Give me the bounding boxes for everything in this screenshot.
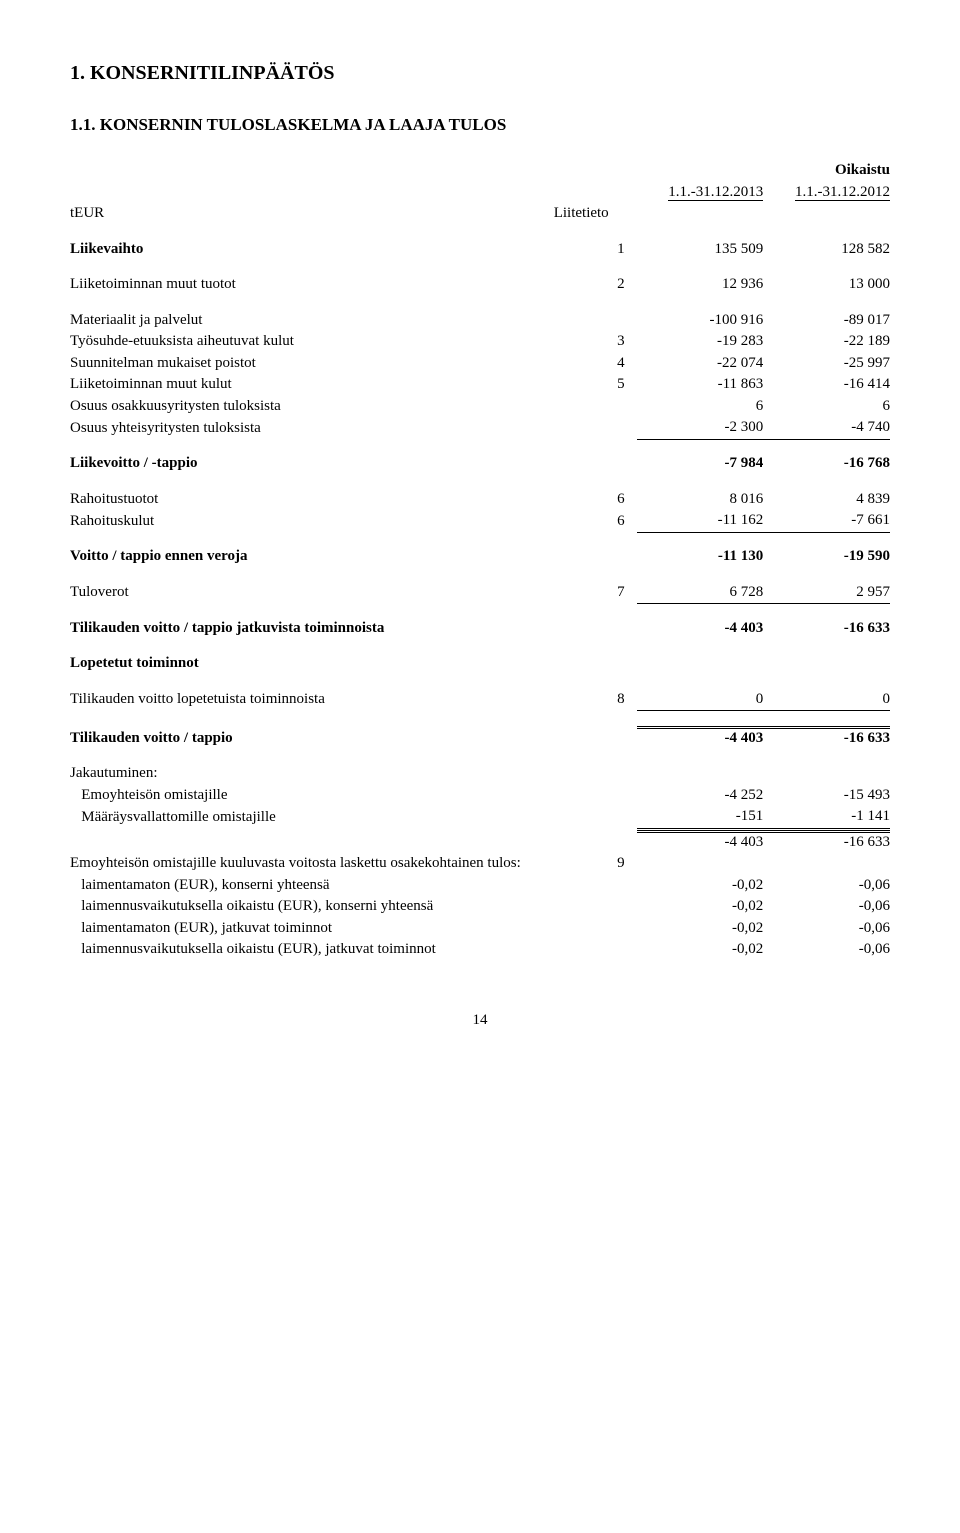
row-materiaalit-v1: -100 916 [637, 310, 764, 332]
row-emo-omistajille-label: Emoyhteisön omistajille [70, 785, 554, 807]
row-suunnitelman-v1: -22 074 [637, 353, 764, 375]
row-liik-muut-kulut-label: Liiketoiminnan muut kulut [70, 374, 554, 396]
row-emo-omistajille-v1: -4 252 [637, 785, 764, 807]
row-osuus-yhteis-v1: -2 300 [637, 417, 764, 439]
row-tilikauden-jatk-note [554, 618, 637, 640]
row-tuloverot-v2: 2 957 [763, 582, 890, 604]
row-materiaalit-v2: -89 017 [763, 310, 890, 332]
row-jakautuminen-label: Jakautuminen: [70, 763, 554, 785]
row-laimennus-jatk-label: laimennusvaikutuksella oikaistu (EUR), j… [70, 939, 554, 961]
row-tilikauden-lopetetuista-label: Tilikauden voitto lopetetuista toiminnoi… [70, 689, 554, 711]
row-rahoituskulut-label: Rahoituskulut [70, 510, 554, 532]
row-tyosuhde-label: Työsuhde-etuuksista aiheutuvat kulut [70, 331, 554, 353]
row-rahoituskulut-note: 6 [554, 510, 637, 532]
row-materiaalit-note [554, 310, 637, 332]
row-maaraysvallattomille-v1: -151 [637, 806, 764, 828]
row-tyosuhde-note: 3 [554, 331, 637, 353]
row-rahoituskulut-v1: -11 162 [637, 510, 764, 532]
row-liikevaihto-v1: 135 509 [637, 239, 764, 261]
row-liikevoitto-note [554, 453, 637, 475]
teur-label: tEUR [70, 203, 554, 225]
row-tuloverot-label: Tuloverot [70, 582, 554, 604]
row-liik-muut-tuotot-v1: 12 936 [637, 274, 764, 296]
row-maaraysvallattomille-label: Määräysvallattomille omistajille [70, 806, 554, 828]
row-tilikauden-voitto-v1: -4 403 [637, 725, 764, 750]
row-laimentamaton-konserni-v1: -0,02 [637, 875, 764, 897]
row-laimennus-konserni-v1: -0,02 [637, 896, 764, 918]
row-voitto-ennen-veroja-note [554, 546, 637, 568]
row-tuloverot-note: 7 [554, 582, 637, 604]
row-laimentamaton-jatk-v2: -0,06 [763, 918, 890, 940]
income-statement-table: Oikaistu 1.1.-31.12.2013 1.1.-31.12.2012… [70, 160, 890, 961]
row-liik-muut-tuotot-note: 2 [554, 274, 637, 296]
row-liikevoitto-label: Liikevoitto / -tappio [70, 453, 554, 475]
row-suunnitelman-note: 4 [554, 353, 637, 375]
row-materiaalit-label: Materiaalit ja palvelut [70, 310, 554, 332]
row-lopetetut-header: Lopetetut toiminnot [70, 653, 554, 675]
row-suunnitelman-label: Suunnitelman mukaiset poistot [70, 353, 554, 375]
liitetieto-label: Liitetieto [554, 203, 637, 225]
row-emo-omistajille-v2: -15 493 [763, 785, 890, 807]
row-osuus-yhteis-note [554, 417, 637, 439]
row-tilikauden-voitto-label: Tilikauden voitto / tappio [70, 725, 554, 750]
row-tilikauden-lopetetuista-note: 8 [554, 689, 637, 711]
row-osuus-yhteis-label: Osuus yhteisyritysten tuloksista [70, 417, 554, 439]
row-liikevaihto-label: Liikevaihto [70, 239, 554, 261]
row-tyosuhde-v1: -19 283 [637, 331, 764, 353]
col-header-period1: 1.1.-31.12.2013 [668, 184, 763, 201]
row-jak-total-v1: -4 403 [637, 828, 764, 853]
row-laimennus-jatk-v1: -0,02 [637, 939, 764, 961]
page-heading-2: 1.1. KONSERNIN TULOSLASKELMA JA LAAJA TU… [70, 114, 890, 136]
row-voitto-ennen-veroja-label: Voitto / tappio ennen veroja [70, 546, 554, 568]
row-osuus-osakkuus-note [554, 396, 637, 418]
row-laimennus-konserni-v2: -0,06 [763, 896, 890, 918]
col-header-period2: 1.1.-31.12.2012 [795, 184, 890, 201]
row-laimentamaton-konserni-label: laimentamaton (EUR), konserni yhteensä [70, 875, 554, 897]
row-liik-muut-kulut-v2: -16 414 [763, 374, 890, 396]
row-voitto-ennen-veroja-v2: -19 590 [763, 546, 890, 568]
row-rahoitustuotot-v2: 4 839 [763, 489, 890, 511]
row-liikevoitto-v1: -7 984 [637, 453, 764, 475]
row-liik-muut-kulut-v1: -11 863 [637, 374, 764, 396]
row-liikevoitto-v2: -16 768 [763, 453, 890, 475]
row-tuloverot-v1: 6 728 [637, 582, 764, 604]
row-osuus-yhteis-v2: -4 740 [763, 417, 890, 439]
row-rahoitustuotot-v1: 8 016 [637, 489, 764, 511]
row-rahoitustuotot-label: Rahoitustuotot [70, 489, 554, 511]
row-liikevaihto-note: 1 [554, 239, 637, 261]
row-tyosuhde-v2: -22 189 [763, 331, 890, 353]
row-laimentamaton-konserni-v2: -0,06 [763, 875, 890, 897]
row-rahoitustuotot-note: 6 [554, 489, 637, 511]
row-laimentamaton-jatk-label: laimentamaton (EUR), jatkuvat toiminnot [70, 918, 554, 940]
row-maaraysvallattomille-v2: -1 141 [763, 806, 890, 828]
row-liik-muut-tuotot-v2: 13 000 [763, 274, 890, 296]
row-emo-osake-header-note: 9 [554, 853, 637, 875]
row-liik-muut-tuotot-label: Liiketoiminnan muut tuotot [70, 274, 554, 296]
row-osuus-osakkuus-v1: 6 [637, 396, 764, 418]
row-osuus-osakkuus-v2: 6 [763, 396, 890, 418]
row-tilikauden-jatk-v1: -4 403 [637, 618, 764, 640]
row-tilikauden-lopetetuista-v2: 0 [763, 689, 890, 711]
row-tilikauden-jatk-v2: -16 633 [763, 618, 890, 640]
row-suunnitelman-v2: -25 997 [763, 353, 890, 375]
row-tilikauden-voitto-v2: -16 633 [763, 725, 890, 750]
row-voitto-ennen-veroja-v1: -11 130 [637, 546, 764, 568]
row-liik-muut-kulut-note: 5 [554, 374, 637, 396]
row-laimennus-konserni-label: laimennusvaikutuksella oikaistu (EUR), k… [70, 896, 554, 918]
row-emo-osake-header-label: Emoyhteisön omistajille kuuluvasta voito… [70, 853, 554, 875]
row-laimentamaton-jatk-v1: -0,02 [637, 918, 764, 940]
row-liikevaihto-v2: 128 582 [763, 239, 890, 261]
row-jak-total-v2: -16 633 [763, 828, 890, 853]
row-tilikauden-lopetetuista-v1: 0 [637, 689, 764, 711]
row-tilikauden-jatk-label: Tilikauden voitto / tappio jatkuvista to… [70, 618, 554, 640]
col-header-oikaistu: Oikaistu [763, 160, 890, 182]
row-osuus-osakkuus-label: Osuus osakkuusyritysten tuloksista [70, 396, 554, 418]
row-laimennus-jatk-v2: -0,06 [763, 939, 890, 961]
page-number: 14 [70, 1011, 890, 1031]
page-heading-1: 1. KONSERNITILINPÄÄTÖS [70, 60, 890, 86]
row-rahoituskulut-v2: -7 661 [763, 510, 890, 532]
